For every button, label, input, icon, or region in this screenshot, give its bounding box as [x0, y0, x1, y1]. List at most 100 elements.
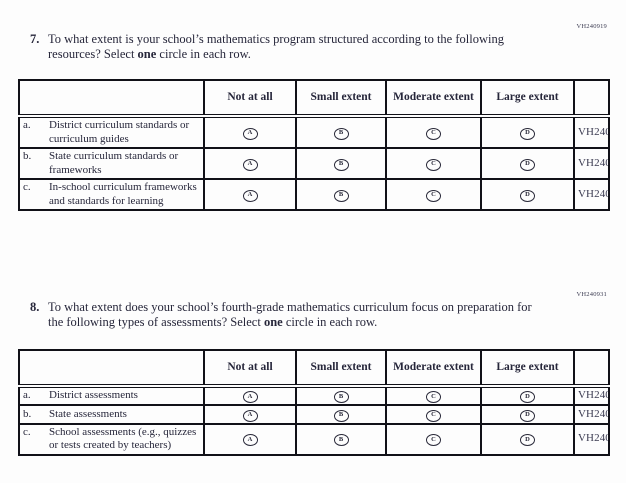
question-8: 8. To what extent does your school’s fou… [30, 300, 550, 329]
answer-circle-b[interactable]: B [333, 434, 349, 447]
row-label: State assessments [49, 407, 127, 420]
q7-row-b-option-cell: B [295, 147, 387, 180]
question-7-text: To what extent is your school’s mathemat… [48, 32, 550, 61]
row-code: VH240934 [573, 384, 610, 407]
answer-circle-a[interactable]: A [242, 391, 258, 404]
table-row: b. State assessments A B C D VH240935 [18, 404, 610, 425]
answer-circle-c[interactable]: C [426, 127, 441, 140]
row-label: District curriculum standards or curricu… [49, 119, 190, 145]
answer-circle-b[interactable]: B [333, 189, 349, 202]
answer-circle-d[interactable]: D [520, 391, 535, 404]
q8-col-large-extent: Large extent [480, 349, 575, 388]
answer-circle-d[interactable]: D [520, 409, 535, 422]
question-8-text-post: circle in each row. [282, 314, 378, 329]
question-8-table: Not at all Small extent Moderate extent … [18, 349, 610, 456]
q8-row-a-option-cell: A [203, 384, 297, 407]
row-letter: a. [23, 389, 31, 402]
row-code: VH240923 [573, 178, 610, 211]
table-row: b. State curriculum standards or framewor… [18, 147, 610, 180]
row-code: VH240933 [573, 422, 610, 456]
question-8-number: 8. [30, 300, 40, 314]
answer-circle-d[interactable]: D [520, 127, 535, 140]
row-label: In-school curriculum frameworks and stan… [49, 181, 197, 207]
q7-row-c-option-cell: D [480, 178, 575, 211]
q7-row-b-label-cell: b. State curriculum standards or framewor… [18, 147, 205, 180]
q7-col-moderate-extent: Moderate extent [385, 79, 482, 118]
q8-row-b-label-cell: b. State assessments [18, 404, 205, 425]
q7-row-a-label-cell: a. District curriculum standards or curri… [18, 115, 205, 149]
q8-row-c-option-cell: C [385, 422, 482, 456]
answer-circle-c[interactable]: C [426, 158, 441, 171]
q8-row-b-option-cell: D [480, 404, 575, 425]
q7-row-a-option-cell: A [203, 115, 297, 149]
q8-col-not-at-all: Not at all [203, 349, 297, 388]
q8-col-code [573, 349, 610, 388]
answer-circle-a[interactable]: A [242, 127, 258, 140]
q8-row-b-option-cell: C [385, 404, 482, 425]
question-7-code: VH240919 [576, 23, 607, 30]
q8-col-small-extent: Small extent [295, 349, 387, 388]
q8-row-a-option-cell: C [385, 384, 482, 407]
answer-circle-a[interactable]: A [242, 189, 258, 202]
answer-circle-b[interactable]: B [333, 391, 349, 404]
row-code: VH240921 [573, 115, 610, 149]
q8-header-row: Not at all Small extent Moderate extent … [18, 349, 610, 388]
row-letter: c. [23, 425, 31, 438]
row-letter: a. [23, 119, 31, 131]
q8-row-a-label-cell: a. District assessments [18, 384, 205, 407]
q7-row-a-option-cell: B [295, 115, 387, 149]
q7-row-b-option-cell: D [480, 147, 575, 180]
q7-row-b-option-cell: C [385, 147, 482, 180]
q7-row-c-option-cell: B [295, 178, 387, 211]
row-label: District assessments [49, 389, 138, 402]
answer-circle-b[interactable]: B [333, 409, 349, 422]
question-7: 7. To what extent is your school’s mathe… [30, 32, 550, 61]
q8-row-c-option-cell: A [203, 422, 297, 456]
answer-circle-b[interactable]: B [333, 127, 349, 140]
q7-row-c-option-cell: A [203, 178, 297, 211]
answer-circle-a[interactable]: A [242, 409, 258, 422]
row-letter: c. [23, 181, 31, 193]
q7-header-empty [18, 79, 205, 118]
row-label: State curriculum standards or frameworks [49, 150, 179, 176]
question-8-code: VH240931 [576, 291, 607, 298]
q8-col-moderate-extent: Moderate extent [385, 349, 482, 388]
question-7-table: Not at all Small extent Moderate extent … [18, 79, 610, 211]
q7-row-c-option-cell: C [385, 178, 482, 211]
answer-circle-c[interactable]: C [426, 409, 441, 422]
row-code: VH240935 [573, 404, 610, 425]
row-letter: b. [23, 150, 32, 162]
answer-circle-b[interactable]: B [333, 158, 349, 171]
row-label: School assessments (e.g., quizzes or tes… [49, 425, 197, 452]
row-letter: b. [23, 407, 32, 420]
question-7-text-post: circle in each row. [156, 46, 251, 61]
table-row: a. District assessments A B C D VH240934 [18, 384, 610, 407]
table-row: a. District curriculum standards or curri… [18, 115, 610, 149]
q7-col-not-at-all: Not at all [203, 79, 297, 118]
q7-col-large-extent: Large extent [480, 79, 575, 118]
answer-circle-d[interactable]: D [520, 158, 535, 171]
q7-row-a-option-cell: D [480, 115, 575, 149]
q8-row-c-label-cell: c. School assessments (e.g., quizzes or t… [18, 422, 205, 456]
answer-circle-a[interactable]: A [242, 158, 258, 171]
answer-circle-a[interactable]: A [242, 434, 258, 447]
q8-header-empty [18, 349, 205, 388]
table-row: c. In-school curriculum frameworks and st… [18, 178, 610, 211]
question-7-text-pre: To what extent is your school’s mathemat… [48, 32, 504, 61]
answer-circle-d[interactable]: D [520, 434, 535, 447]
question-7-number: 7. [30, 32, 40, 46]
q8-row-b-option-cell: B [295, 404, 387, 425]
question-8-text-pre: To what extent does your school’s fourth… [48, 300, 532, 329]
q8-row-c-option-cell: B [295, 422, 387, 456]
answer-circle-c[interactable]: C [426, 434, 441, 447]
q8-row-c-option-cell: D [480, 422, 575, 456]
question-7-text-bold: one [137, 46, 157, 61]
q7-header-row: Not at all Small extent Moderate extent … [18, 79, 610, 118]
answer-circle-d[interactable]: D [520, 189, 535, 202]
q8-row-a-option-cell: D [480, 384, 575, 407]
answer-circle-c[interactable]: C [426, 391, 441, 404]
question-8-text: To what extent does your school’s fourth… [48, 300, 550, 329]
q7-col-small-extent: Small extent [295, 79, 387, 118]
answer-circle-c[interactable]: C [426, 189, 441, 202]
